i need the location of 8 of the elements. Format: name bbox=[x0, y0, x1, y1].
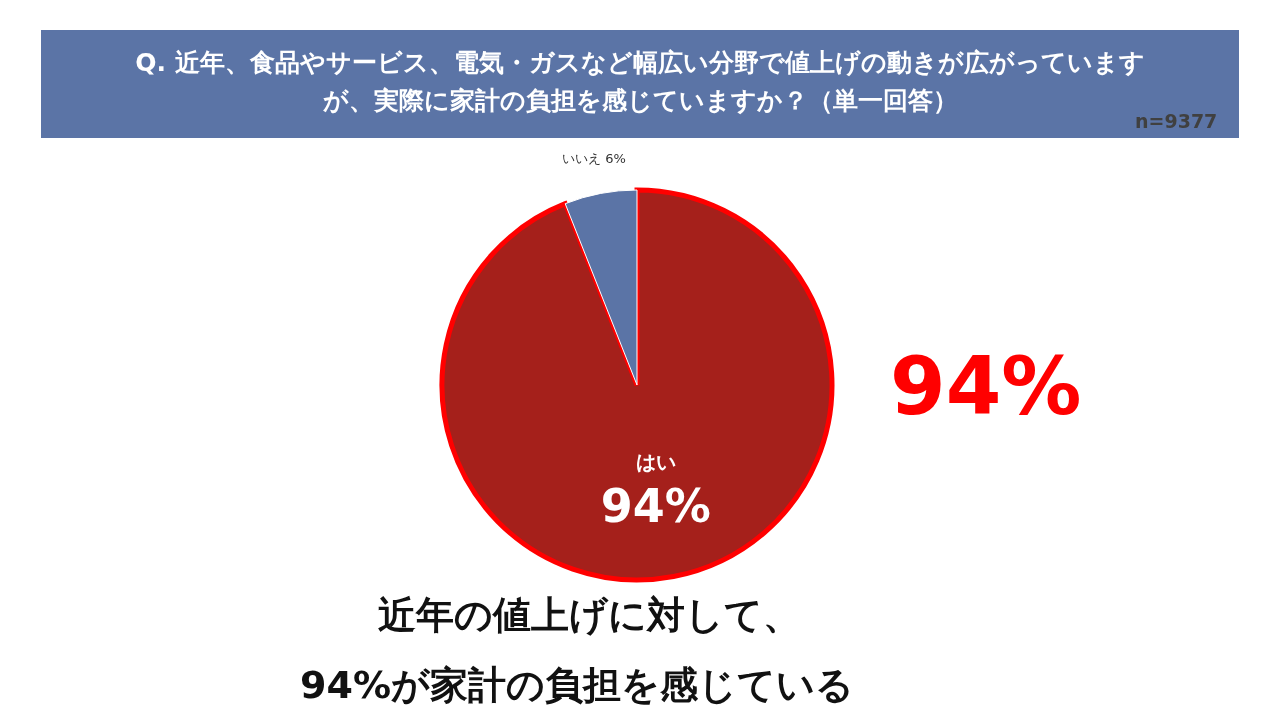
data-label: 94% bbox=[600, 479, 711, 534]
text: 94%が家計の負担を感じている bbox=[300, 662, 854, 709]
text: 94% bbox=[890, 340, 1082, 433]
text: 近年の値上げに対して、 bbox=[378, 592, 801, 639]
pie-slice bbox=[439, 187, 835, 583]
slice-label: いいえ 6% bbox=[562, 151, 626, 167]
slice-label: はい bbox=[635, 450, 676, 475]
pie-slice bbox=[564, 189, 638, 386]
